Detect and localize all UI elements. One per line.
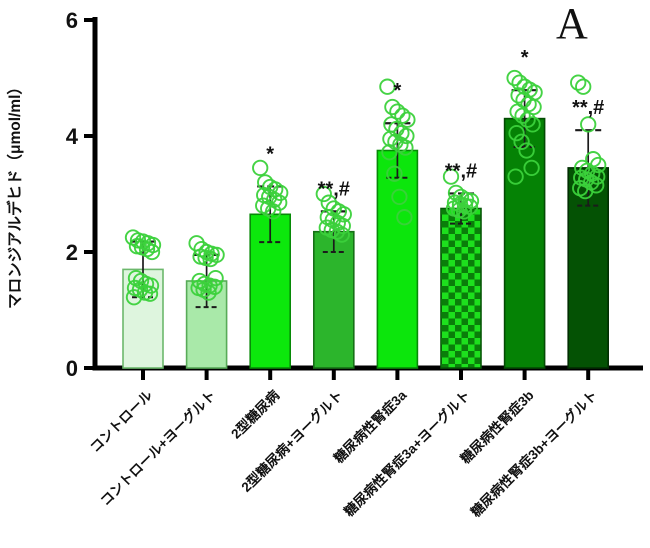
scatter-point [570, 74, 587, 91]
significance-label: * [521, 47, 529, 69]
scatter-point [389, 103, 406, 120]
scatter-point [518, 142, 535, 159]
scatter-point [589, 168, 606, 185]
scatter-point [575, 78, 592, 95]
scatter-point [381, 144, 398, 161]
y-axis-title: マロンジアルデヒド（μmol/ml） [5, 79, 24, 309]
scatter-point [442, 168, 460, 185]
scatter-point [519, 111, 536, 128]
scatter-point [384, 98, 401, 116]
scatter-point [334, 217, 351, 235]
scatter-point [125, 289, 143, 306]
bar [440, 207, 482, 369]
scatter-point [523, 159, 540, 177]
scatter-point [386, 165, 403, 182]
scatter-point [265, 203, 282, 220]
scatter-point [333, 226, 350, 243]
scatter-point [141, 285, 159, 302]
x-tick-label: コントロール+ヨーグルト [97, 387, 219, 509]
scatter-point [507, 168, 524, 185]
scatter-point [200, 284, 217, 301]
scatter-point [143, 243, 161, 261]
scatter-point [379, 78, 396, 95]
scatter-point [525, 98, 542, 116]
scatter-point [396, 209, 413, 226]
scatter-point [394, 107, 411, 124]
significance-label: **,# [318, 178, 350, 200]
x-tick-label: 2型糖尿病+ヨーグルト [238, 387, 346, 495]
significance-label: **,# [572, 97, 604, 119]
y-tick-label: 2 [66, 240, 78, 265]
scatter-point [509, 103, 526, 120]
scatter-point [202, 250, 219, 268]
y-tick-label: 4 [66, 124, 79, 149]
scatter-point [510, 87, 527, 104]
scatter-point [455, 203, 473, 220]
x-tick-label: 2型糖尿病 [228, 386, 283, 441]
significance-label: **,# [445, 160, 477, 182]
scatter-point [399, 111, 416, 128]
y-tick-label: 0 [66, 356, 78, 381]
scatter-point [397, 139, 414, 156]
scatter-point [206, 278, 223, 295]
significance-label: * [266, 143, 274, 165]
scatter-point [524, 116, 541, 133]
x-tick-label: 糖尿病性腎症3a+ヨーグルト [341, 387, 474, 520]
y-tick-label: 6 [66, 8, 78, 33]
scatter-point [315, 185, 332, 203]
scatter-point [513, 133, 530, 150]
bar [376, 149, 419, 369]
scatter-point [514, 107, 531, 124]
scatter-point [508, 124, 525, 142]
significance-label: * [394, 80, 402, 102]
scatter-point [580, 116, 597, 133]
x-tick-label: 糖尿病性腎症3b+ヨーグルト [467, 387, 600, 520]
x-tick-label: コントロール [87, 387, 155, 455]
scatter-point [577, 182, 594, 200]
panel-label: A [556, 0, 588, 48]
scatter-point [391, 188, 408, 206]
bar [312, 230, 355, 369]
bar [503, 117, 546, 369]
scatter-point [506, 69, 523, 87]
scatter-point [252, 159, 269, 177]
